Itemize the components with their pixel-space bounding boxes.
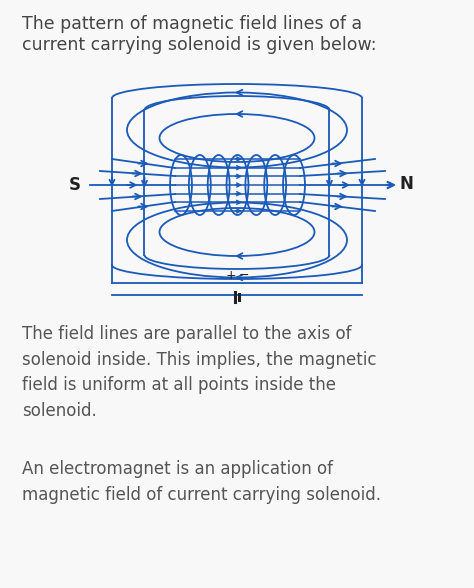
Text: −: − <box>239 269 249 282</box>
Text: S: S <box>69 176 81 194</box>
Text: N: N <box>400 175 414 193</box>
Text: +: + <box>226 269 237 282</box>
Text: An electromagnet is an application of
magnetic field of current carrying solenoi: An electromagnet is an application of ma… <box>22 460 381 504</box>
Text: current carrying solenoid is given below:: current carrying solenoid is given below… <box>22 36 376 54</box>
Text: The pattern of magnetic field lines of a: The pattern of magnetic field lines of a <box>22 15 362 33</box>
Text: The field lines are parallel to the axis of
solenoid inside. This implies, the m: The field lines are parallel to the axis… <box>22 325 376 420</box>
